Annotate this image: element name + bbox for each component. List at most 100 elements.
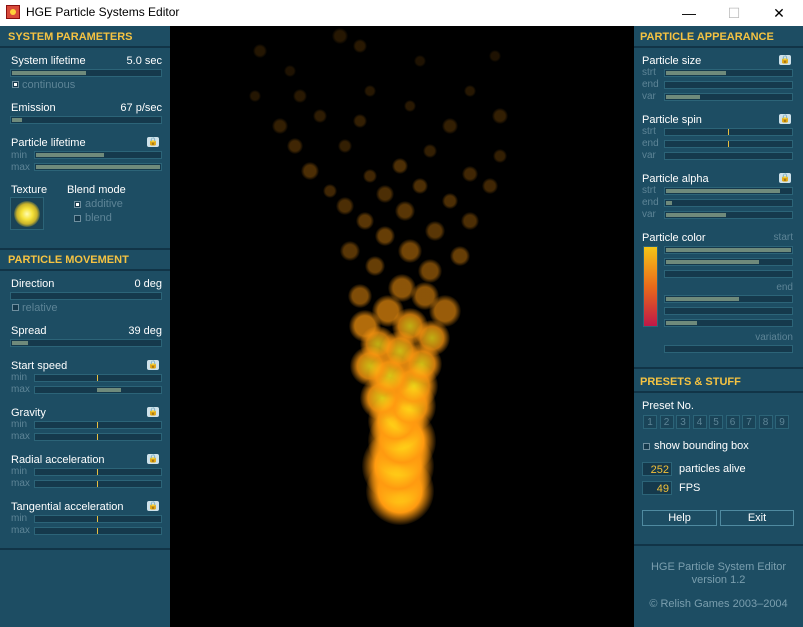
particles-alive-value: 252 bbox=[642, 462, 672, 476]
min-label: min bbox=[11, 466, 28, 477]
tangential-max-slider[interactable] bbox=[34, 527, 162, 535]
particle-lifetime-min-slider[interactable] bbox=[34, 151, 162, 159]
minimize-button[interactable]: — bbox=[682, 5, 696, 21]
particle bbox=[482, 178, 498, 194]
slider-marker bbox=[728, 129, 729, 135]
blend-mode-label: Blend mode bbox=[67, 184, 126, 196]
relative-checkbox[interactable] bbox=[12, 304, 19, 311]
end-label: end bbox=[642, 197, 659, 208]
preset-button-8[interactable]: 8 bbox=[758, 415, 773, 429]
slider-marker bbox=[97, 469, 98, 475]
particle-lifetime-label: Particle lifetime bbox=[11, 137, 86, 149]
spread-slider[interactable] bbox=[10, 339, 162, 347]
help-button[interactable]: Help bbox=[642, 510, 717, 526]
lock-icon[interactable]: 🔒 bbox=[147, 407, 159, 417]
system-lifetime-value: 5.0 sec bbox=[126, 55, 162, 67]
blend-radio[interactable] bbox=[74, 215, 81, 222]
particle bbox=[253, 44, 267, 58]
preset-button-6[interactable]: 6 bbox=[725, 415, 740, 429]
particle bbox=[363, 169, 377, 183]
particle-appearance-header: PARTICLE APPEARANCE bbox=[640, 31, 774, 43]
close-button[interactable]: ✕ bbox=[773, 5, 785, 21]
color-end-green-slider[interactable] bbox=[664, 307, 793, 315]
spin-start-slider[interactable] bbox=[664, 128, 793, 136]
alpha-var-slider[interactable] bbox=[664, 211, 793, 219]
emission-value: 67 p/sec bbox=[120, 102, 162, 114]
preset-button-4[interactable]: 4 bbox=[692, 415, 707, 429]
color-end-blue-slider[interactable] bbox=[664, 319, 793, 327]
size-end-slider[interactable] bbox=[664, 81, 793, 89]
divider bbox=[0, 46, 170, 48]
particle bbox=[287, 138, 303, 154]
size-start-slider[interactable] bbox=[664, 69, 793, 77]
particle-spin-label: Particle spin bbox=[642, 114, 702, 126]
max-label: max bbox=[11, 478, 30, 489]
particle bbox=[365, 256, 385, 276]
particle bbox=[425, 221, 445, 241]
lock-icon[interactable]: 🔒 bbox=[779, 114, 791, 124]
lock-icon[interactable]: 🔒 bbox=[147, 454, 159, 464]
strt-label: strt bbox=[642, 126, 656, 137]
color-start-red-slider[interactable] bbox=[664, 246, 793, 254]
direction-label: Direction bbox=[11, 278, 55, 290]
preset-button-2[interactable]: 2 bbox=[659, 415, 674, 429]
bounding-box-checkbox[interactable] bbox=[643, 443, 650, 450]
direction-slider[interactable] bbox=[10, 292, 162, 300]
lock-icon[interactable]: 🔒 bbox=[779, 173, 791, 183]
max-label: max bbox=[11, 162, 30, 173]
slider-fill bbox=[666, 189, 780, 193]
radial-min-slider[interactable] bbox=[34, 468, 162, 476]
lock-icon[interactable]: 🔒 bbox=[147, 501, 159, 511]
spin-end-slider[interactable] bbox=[664, 140, 793, 148]
continuous-checkbox[interactable] bbox=[12, 81, 19, 88]
gravity-min-slider[interactable] bbox=[34, 421, 162, 429]
alpha-end-slider[interactable] bbox=[664, 199, 793, 207]
tangential-min-slider[interactable] bbox=[34, 515, 162, 523]
particle-lifetime-max-slider[interactable] bbox=[34, 163, 162, 171]
preset-button-1[interactable]: 1 bbox=[643, 415, 657, 429]
start-speed-min-slider[interactable] bbox=[34, 374, 162, 382]
slider-fill bbox=[666, 321, 697, 325]
lock-icon[interactable]: 🔒 bbox=[147, 137, 159, 147]
system-lifetime-slider[interactable] bbox=[10, 69, 162, 77]
color-variation-slider[interactable] bbox=[664, 345, 793, 353]
preset-button-5[interactable]: 5 bbox=[709, 415, 723, 429]
slider-fill bbox=[36, 153, 104, 157]
color-start-green-slider[interactable] bbox=[664, 258, 793, 266]
tangential-acceleration-label: Tangential acceleration bbox=[11, 501, 124, 513]
start-speed-max-slider[interactable] bbox=[34, 386, 162, 394]
preset-button-7[interactable]: 7 bbox=[742, 415, 756, 429]
preset-button-9[interactable]: 9 bbox=[775, 415, 789, 429]
lock-icon[interactable]: 🔒 bbox=[147, 360, 159, 370]
particle bbox=[348, 284, 372, 308]
emission-slider[interactable] bbox=[10, 116, 162, 124]
color-start-blue-slider[interactable] bbox=[664, 270, 793, 278]
exit-button[interactable]: Exit bbox=[720, 510, 794, 526]
texture-preview[interactable] bbox=[10, 197, 44, 230]
additive-radio[interactable] bbox=[74, 201, 81, 208]
gravity-max-slider[interactable] bbox=[34, 433, 162, 441]
divider bbox=[0, 248, 170, 250]
particle bbox=[414, 55, 426, 67]
about-version: version 1.2 bbox=[691, 574, 746, 586]
radial-max-slider[interactable] bbox=[34, 480, 162, 488]
particle bbox=[376, 185, 394, 203]
particle-canvas[interactable] bbox=[170, 26, 634, 627]
size-var-slider[interactable] bbox=[664, 93, 793, 101]
slider-fill bbox=[666, 248, 791, 252]
strt-label: strt bbox=[642, 185, 656, 196]
color-end-red-slider[interactable] bbox=[664, 295, 793, 303]
preset-button-3[interactable]: 3 bbox=[676, 415, 690, 429]
lock-icon[interactable]: 🔒 bbox=[779, 55, 791, 65]
particle bbox=[301, 162, 319, 180]
particle-size-label: Particle size bbox=[642, 55, 702, 67]
spin-var-slider[interactable] bbox=[664, 152, 793, 160]
alpha-start-slider[interactable] bbox=[664, 187, 793, 195]
slider-fill bbox=[666, 71, 726, 75]
particle bbox=[353, 39, 367, 53]
slider-marker bbox=[97, 375, 98, 381]
slider-fill bbox=[666, 201, 672, 205]
maximize-button[interactable]: ☐ bbox=[727, 5, 741, 21]
spread-label: Spread bbox=[11, 325, 47, 337]
color-gradient-swatch[interactable] bbox=[643, 246, 658, 327]
